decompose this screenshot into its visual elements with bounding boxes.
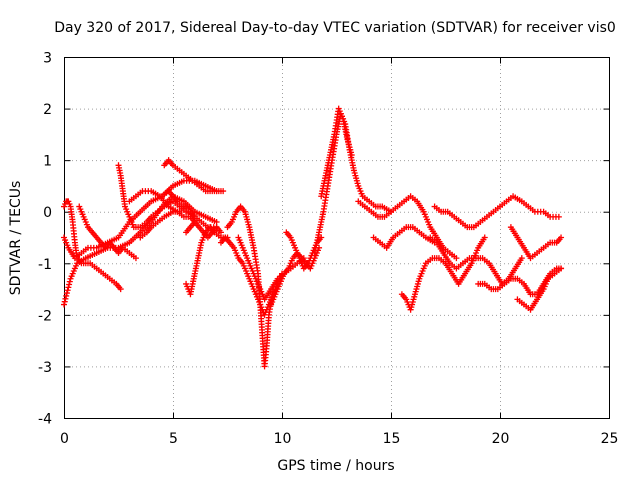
data-points [61,105,565,370]
data-point [63,292,70,299]
y-tick-label: 3 [43,51,52,67]
data-point [66,278,73,285]
x-tick-label: 5 [169,431,178,447]
series-sat-m [217,234,285,318]
series-sat-g [126,188,198,226]
series-sat-y [507,224,565,262]
series-sat-c [61,198,124,293]
x-tick-label: 0 [60,431,69,447]
data-point [62,295,69,302]
data-point [481,234,488,241]
y-tick-label: -4 [38,412,52,428]
series-sat-n [235,234,307,303]
series-sat-e [115,162,198,231]
y-tick-label: 2 [43,102,52,118]
series-sat-o [268,244,323,308]
data-point [61,301,67,308]
y-tick-label: 1 [43,154,52,170]
x-tick-label: 20 [492,431,510,447]
series-sat-v [427,234,525,287]
y-tick-label: -1 [38,257,52,273]
data-point [63,290,70,297]
series-sat-r [318,105,355,200]
tick-marks [64,57,610,419]
data-point [555,213,562,220]
data-point [558,265,565,272]
data-point [65,284,72,291]
x-tick-label: 25 [601,431,619,447]
x-tick-label: 10 [274,431,292,447]
data-point [453,255,460,262]
data-point [66,281,73,288]
data-point [348,151,355,158]
chart-title: Day 320 of 2017, Sidereal Day-to-day VTE… [54,20,616,36]
data-point [117,286,124,293]
y-axis-label: SDTVAR / TECUs [8,181,24,296]
data-point [518,255,525,262]
series-sat-z [514,265,565,313]
y-tick-label: -3 [38,360,52,376]
data-point [558,234,565,241]
tick-labels: 0 5 10 15 20 25 -4 -3 -2 -1 0 1 2 3 [38,51,618,448]
data-point [213,219,220,226]
x-axis-label: GPS time / hours [277,458,394,474]
data-point [61,298,68,305]
series-sat-i [161,157,227,195]
series-sat-x [475,265,565,298]
series-sat-d [76,203,139,262]
data-point [64,287,71,294]
series-sat-w [431,193,562,231]
x-tick-label: 15 [383,431,401,447]
series-sat-k [183,224,231,298]
data-point [132,255,139,262]
data-point [217,229,224,236]
y-tick-label: 0 [43,205,52,221]
y-tick-label: -2 [38,308,52,324]
data-point [220,188,227,195]
